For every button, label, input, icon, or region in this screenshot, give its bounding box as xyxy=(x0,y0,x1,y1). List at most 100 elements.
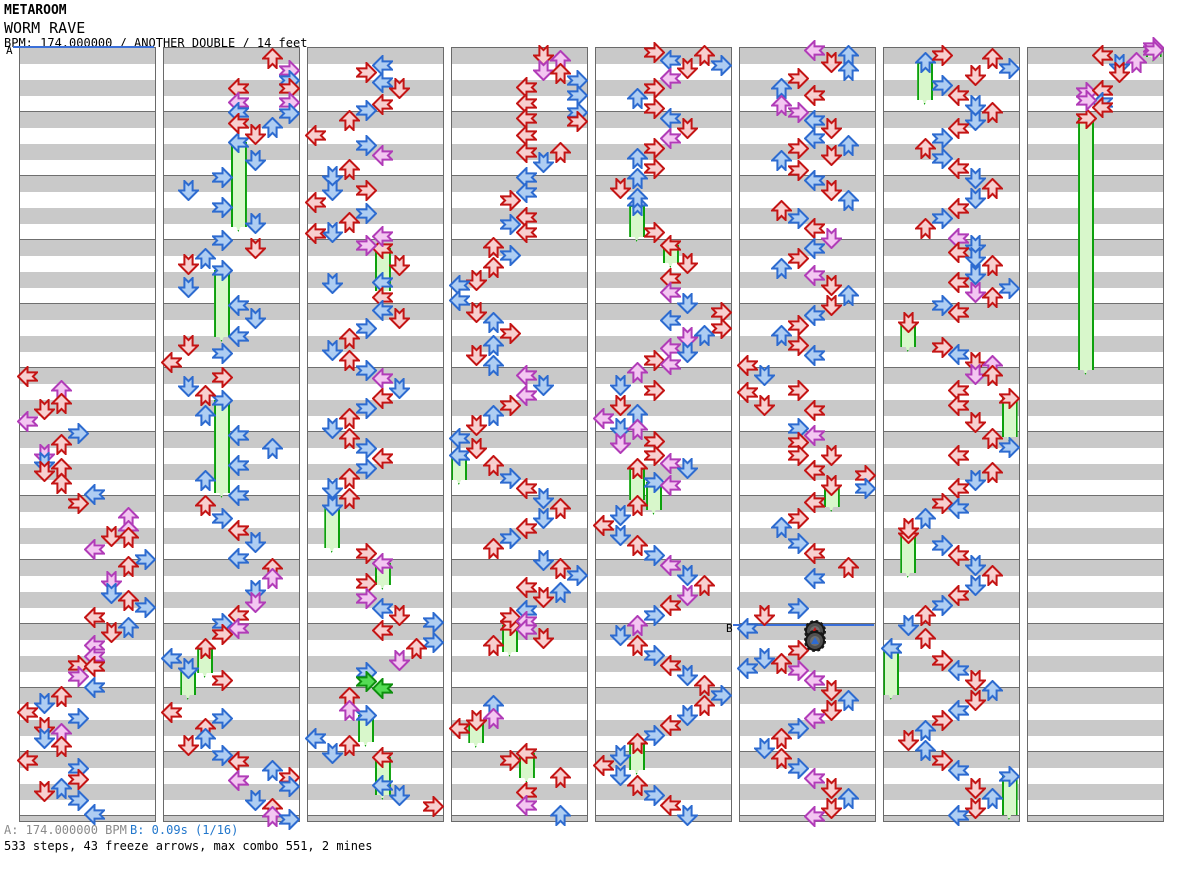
note-arrow-down xyxy=(819,143,844,166)
note-arrow-left xyxy=(660,473,683,497)
note-arrow-down xyxy=(320,271,345,294)
note-arrow-down xyxy=(32,459,57,482)
note-arrow-down xyxy=(675,703,700,726)
measure-line xyxy=(596,111,731,112)
note-arrow-left xyxy=(804,668,827,692)
note-arrow-right xyxy=(421,630,445,654)
measure-line xyxy=(20,111,155,112)
measure-line xyxy=(452,687,587,688)
note-arrow-left xyxy=(804,263,827,287)
note-arrow-up xyxy=(625,534,650,557)
note-arrow-up xyxy=(625,361,650,384)
note-arrow-up xyxy=(625,167,650,190)
note-arrow-up xyxy=(913,51,938,74)
note-arrow-up xyxy=(913,137,938,160)
measure-line xyxy=(884,175,1019,176)
note-arrow-right xyxy=(642,378,665,402)
note-arrow-right xyxy=(997,764,1021,788)
note-arrow-left xyxy=(228,130,251,154)
note-arrow-down xyxy=(819,50,844,73)
measure-line xyxy=(740,367,875,368)
note-arrow-left xyxy=(948,658,971,682)
marker-b-readout: B: 0.09s (1/16) xyxy=(130,823,239,837)
note-arrow-right xyxy=(930,648,953,672)
note-arrow-down xyxy=(243,236,268,259)
note-arrow-left xyxy=(880,636,904,660)
note-arrow-left xyxy=(228,324,251,348)
note-arrow-up xyxy=(481,404,506,427)
measure-line xyxy=(1028,559,1163,560)
note-arrow-up xyxy=(980,364,1005,387)
note-arrow-left xyxy=(660,553,683,577)
note-arrow-down xyxy=(531,548,556,571)
note-arrow-up xyxy=(836,59,861,82)
note-arrow-left xyxy=(948,156,971,180)
measure-line xyxy=(164,687,299,688)
note-arrow-down xyxy=(819,698,844,721)
note-arrow-right xyxy=(66,664,89,688)
marker-a-label[interactable]: A xyxy=(6,44,13,57)
note-arrow-left xyxy=(372,298,395,322)
note-arrow-down xyxy=(896,310,921,333)
note-arrow-right xyxy=(354,669,377,693)
note-arrow-left xyxy=(592,753,616,777)
measure-line xyxy=(164,431,299,432)
note-arrow-left xyxy=(160,646,184,670)
note-arrow-left xyxy=(304,221,328,245)
note-arrow-right xyxy=(786,658,809,682)
note-arrow-up xyxy=(625,147,650,170)
note-arrow-left xyxy=(372,366,395,390)
note-arrow-down xyxy=(464,708,489,731)
marker-a-line[interactable] xyxy=(13,46,154,48)
note-arrow-right xyxy=(210,365,233,389)
measure-line xyxy=(164,815,299,816)
note-arrow-up xyxy=(836,134,861,157)
note-arrow-up xyxy=(625,187,650,210)
note-arrow-left xyxy=(372,143,395,167)
note-arrow-up xyxy=(404,637,429,660)
note-arrow-right xyxy=(354,436,377,460)
note-arrow-left xyxy=(516,575,539,599)
note-arrow-left xyxy=(804,566,827,590)
note-arrow-right xyxy=(786,506,809,530)
note-arrow-right xyxy=(642,443,665,467)
note-arrow-down xyxy=(963,186,988,209)
measure-line xyxy=(20,367,155,368)
note-arrow-left xyxy=(228,111,251,135)
note-arrow-right xyxy=(354,233,377,257)
note-arrow-down xyxy=(963,280,988,303)
note-arrow-left xyxy=(228,483,251,507)
note-arrow-left xyxy=(948,803,971,827)
note-arrow-up xyxy=(337,699,362,722)
note-arrow-down xyxy=(819,796,844,819)
note-arrow-left xyxy=(372,596,395,620)
note-arrow-down xyxy=(99,620,124,643)
note-arrow-right xyxy=(786,596,809,620)
marker-b-label[interactable]: B xyxy=(726,622,733,635)
note-arrow-down xyxy=(819,473,844,496)
note-arrow-up xyxy=(116,616,141,639)
measure-line xyxy=(740,751,875,752)
measure-line xyxy=(884,111,1019,112)
marker-b-line[interactable] xyxy=(733,624,874,626)
measure-line xyxy=(308,367,443,368)
note-arrow-up xyxy=(260,437,285,460)
note-arrow-down xyxy=(675,340,700,363)
note-arrow-up xyxy=(337,158,362,181)
measure-line xyxy=(1028,175,1163,176)
note-arrow-up xyxy=(625,774,650,797)
note-arrow-down xyxy=(320,416,345,439)
measure-line xyxy=(308,559,443,560)
note-arrow-left xyxy=(948,300,971,324)
note-arrow-left xyxy=(516,220,539,244)
note-arrow-up xyxy=(769,199,794,222)
note-arrow-up xyxy=(193,247,218,270)
note-arrow-right xyxy=(277,807,301,831)
note-arrow-left xyxy=(660,593,683,617)
note-arrow-left xyxy=(804,804,827,828)
note-arrow-down xyxy=(176,252,201,275)
note-arrow-right xyxy=(421,610,445,634)
note-arrow-left xyxy=(16,364,40,388)
measure-line xyxy=(596,495,731,496)
